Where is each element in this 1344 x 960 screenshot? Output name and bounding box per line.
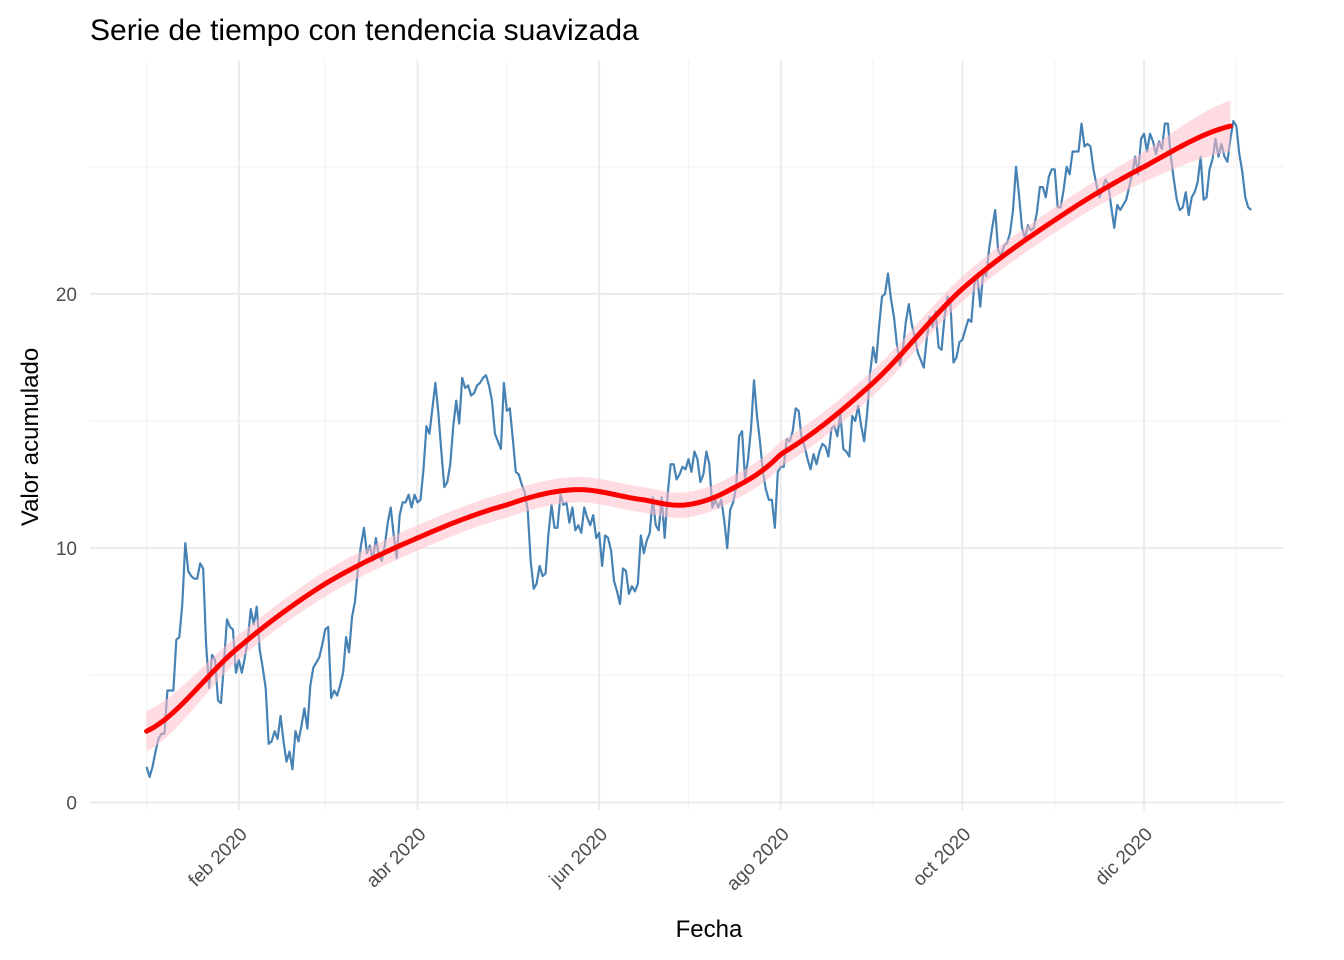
chart-title: Serie de tiempo con tendencia suavizada (90, 14, 639, 47)
y-tick-label: 10 (56, 539, 77, 560)
y-tick-label: 20 (56, 285, 77, 306)
x-tick-label: dic 2020 (1091, 824, 1157, 890)
x-tick-label: oct 2020 (909, 824, 975, 890)
x-tick-label: abr 2020 (363, 824, 431, 892)
minor-gridlines (90, 60, 1284, 810)
major-gridlines (90, 60, 1284, 810)
series-layer (144, 100, 1252, 779)
x-axis-ticks: feb 2020 abr 2020 jun 2020 ago 2020 oct 2020… (185, 824, 1157, 895)
trend-confidence-band (146, 100, 1231, 752)
x-axis-title: Fecha (676, 916, 743, 943)
smoothed-trend-line (144, 123, 1233, 734)
x-tick-label: jun 2020 (545, 824, 612, 891)
y-axis-title: Valor acumulado (17, 348, 44, 526)
y-tick-label: 0 (66, 793, 77, 814)
x-tick-label: ago 2020 (723, 824, 794, 895)
daily-value-line (145, 119, 1252, 779)
y-axis-ticks: 0 10 20 (56, 285, 77, 814)
x-tick-label: feb 2020 (185, 824, 252, 891)
